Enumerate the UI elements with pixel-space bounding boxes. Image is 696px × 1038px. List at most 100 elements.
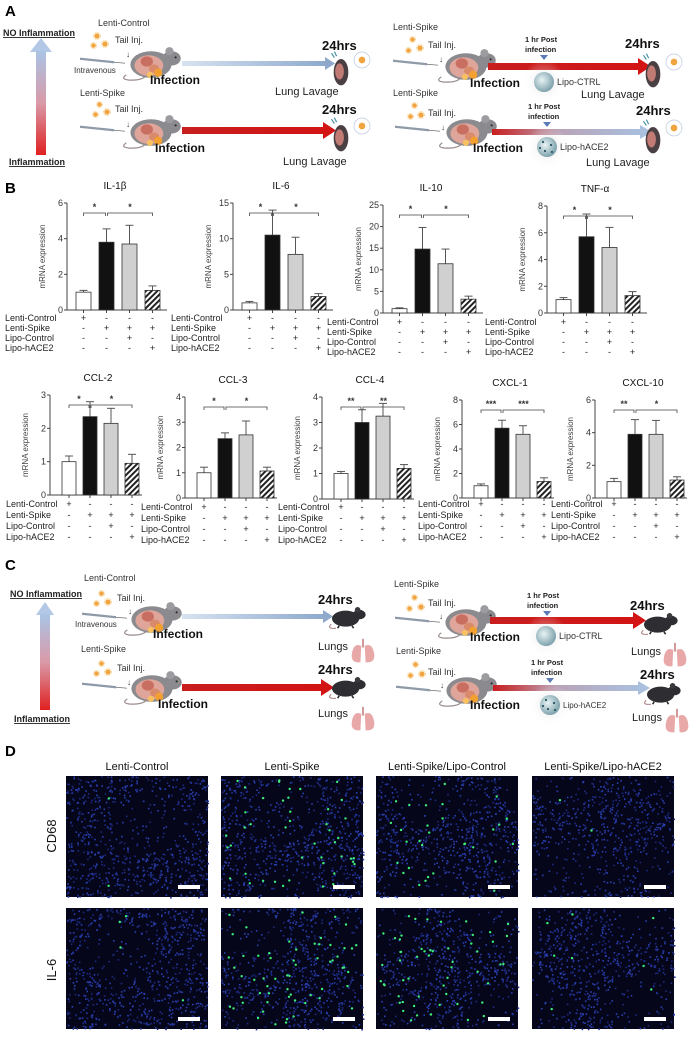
nucleus-dot xyxy=(659,823,661,825)
nucleus-dot xyxy=(188,923,191,926)
nucleus-dot xyxy=(283,850,286,853)
nucleus-dot xyxy=(336,917,339,920)
nucleus-dot xyxy=(647,813,650,815)
nucleus-dot xyxy=(107,798,109,801)
nucleus-dot xyxy=(593,785,595,788)
condition-sign: - xyxy=(317,313,320,323)
nucleus-dot xyxy=(632,875,635,877)
nucleus-dot xyxy=(315,986,318,988)
readout-label: Lung Lavage xyxy=(581,89,645,101)
nucleus-dot xyxy=(196,1006,199,1009)
nucleus-dot xyxy=(111,791,113,793)
nucleus-dot xyxy=(603,786,605,788)
nucleus-dot xyxy=(468,830,470,833)
nucleus-dot xyxy=(440,834,442,837)
nucleus-dot xyxy=(81,929,83,931)
nucleus-dot xyxy=(490,869,493,871)
micrograph-grid xyxy=(66,776,676,1031)
nucleus-dot xyxy=(171,853,174,856)
nucleus-dot xyxy=(181,949,184,951)
nucleus-dot xyxy=(229,798,232,800)
nucleus-dot xyxy=(228,893,231,895)
nucleus-dot xyxy=(500,838,502,841)
nucleus-dot xyxy=(301,777,304,779)
nucleus-dot xyxy=(611,812,613,814)
nucleus-dot xyxy=(461,836,464,839)
nucleus-dot xyxy=(289,825,291,828)
lenti-spike-label: Lenti-Spike xyxy=(396,646,441,656)
nucleus-dot xyxy=(68,964,70,967)
nucleus-dot xyxy=(355,792,358,794)
nucleus-dot xyxy=(109,782,112,785)
chart-title: IL-1β xyxy=(104,181,127,192)
nucleus-dot xyxy=(153,922,155,924)
nucleus-dot xyxy=(168,950,170,953)
condition-sign: + xyxy=(380,513,385,523)
nucleus-dot xyxy=(205,878,207,880)
nucleus-dot xyxy=(394,895,397,898)
nucleus-dot xyxy=(74,984,76,987)
nucleus-dot xyxy=(276,960,279,963)
scale-bar xyxy=(333,885,355,889)
nucleus-dot xyxy=(295,909,297,911)
nucleus-dot xyxy=(242,797,245,799)
nucleus-dot xyxy=(226,785,228,787)
nucleus-dot xyxy=(304,953,306,956)
nucleus-dot xyxy=(131,784,133,786)
nucleus-dot xyxy=(436,826,439,829)
nucleus-dot xyxy=(136,844,138,847)
nucleus-dot xyxy=(120,994,123,996)
nucleus-dot xyxy=(151,790,154,792)
nucleus-dot xyxy=(257,874,260,877)
nucleus-dot xyxy=(158,984,161,986)
nucleus-dot xyxy=(192,1003,194,1006)
nucleus-dot xyxy=(72,938,75,941)
stain-dot xyxy=(319,936,323,940)
nucleus-dot xyxy=(88,793,90,795)
nucleus-dot xyxy=(256,944,259,947)
nucleus-dot xyxy=(534,841,536,844)
significance-bracket xyxy=(563,215,586,219)
nucleus-dot xyxy=(408,784,410,786)
nucleus-dot xyxy=(176,963,178,966)
nucleus-dot xyxy=(141,1013,143,1016)
nucleus-dot xyxy=(504,805,506,808)
nucleus-dot xyxy=(154,865,156,868)
nucleus-dot xyxy=(200,923,202,925)
nucleus-dot xyxy=(86,1004,89,1006)
nucleus-dot xyxy=(122,953,124,955)
nucleus-dot xyxy=(86,1017,89,1020)
nucleus-dot xyxy=(397,852,400,855)
nucleus-dot xyxy=(269,867,272,870)
nucleus-dot xyxy=(223,894,225,897)
condition-sign: - xyxy=(562,327,565,337)
nucleus-dot xyxy=(182,793,185,796)
nucleus-dot xyxy=(334,813,336,816)
nucleus-dot xyxy=(360,984,362,987)
nucleus-dot xyxy=(288,1017,290,1019)
virus-icon xyxy=(405,47,412,54)
nucleus-dot xyxy=(556,856,558,859)
nucleus-dot xyxy=(148,845,150,847)
nucleus-dot xyxy=(236,1027,238,1029)
nucleus-dot xyxy=(187,805,189,807)
nucleus-dot xyxy=(101,916,103,918)
nucleus-dot xyxy=(314,876,317,879)
nucleus-dot xyxy=(442,848,445,851)
nucleus-dot xyxy=(337,779,340,782)
nucleus-dot xyxy=(329,983,331,985)
nucleus-dot xyxy=(592,846,594,848)
nucleus-dot xyxy=(296,1014,299,1017)
nucleus-dot xyxy=(409,793,412,796)
nucleus-dot xyxy=(136,883,138,885)
nucleus-dot xyxy=(269,850,271,853)
nucleus-dot xyxy=(236,835,238,838)
nucleus-dot xyxy=(157,999,159,1002)
nucleus-dot xyxy=(190,987,192,989)
stain-dot xyxy=(245,926,248,929)
nucleus-dot xyxy=(225,849,227,852)
condition-sign: + xyxy=(443,327,448,337)
nucleus-dot xyxy=(480,849,483,851)
nucleus-dot xyxy=(315,822,318,825)
nucleus-dot xyxy=(84,843,86,846)
